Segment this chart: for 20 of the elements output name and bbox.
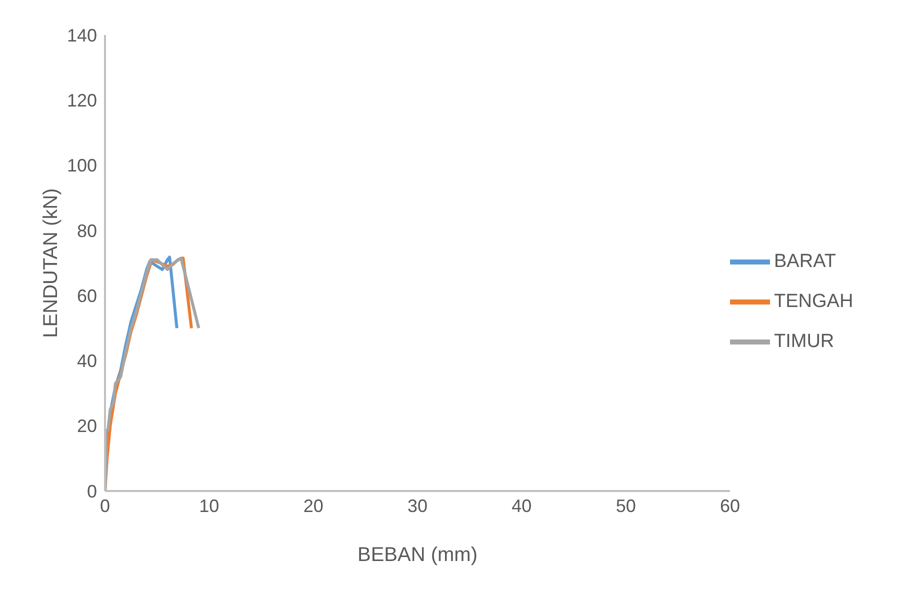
- y-tick-label: 60: [76, 286, 97, 306]
- y-tick-label: 0: [86, 481, 97, 502]
- x-tick-label: 40: [512, 496, 532, 516]
- x-tick-label: 0: [100, 496, 110, 516]
- y-tick-label: 80: [76, 220, 97, 241]
- legend-label: TENGAH: [774, 291, 854, 312]
- y-tick-label: 120: [66, 90, 97, 111]
- x-tick-label: 10: [199, 496, 220, 516]
- legend-label: BARAT: [774, 250, 836, 272]
- x-axis-title: BEBAN (mm): [358, 544, 478, 566]
- legend-label: TIMUR: [774, 331, 834, 352]
- y-tick-label: 100: [66, 156, 97, 176]
- x-tick-label: 20: [303, 496, 324, 516]
- y-tick-label: 20: [76, 416, 97, 436]
- y-axis-title: LENDUTAN (kN): [40, 188, 62, 338]
- x-tick-label: 50: [616, 496, 636, 516]
- x-tick-label: 60: [720, 496, 740, 516]
- y-tick-label: 40: [76, 351, 97, 372]
- y-tick-label: 140: [66, 25, 97, 46]
- x-tick-label: 30: [407, 496, 428, 516]
